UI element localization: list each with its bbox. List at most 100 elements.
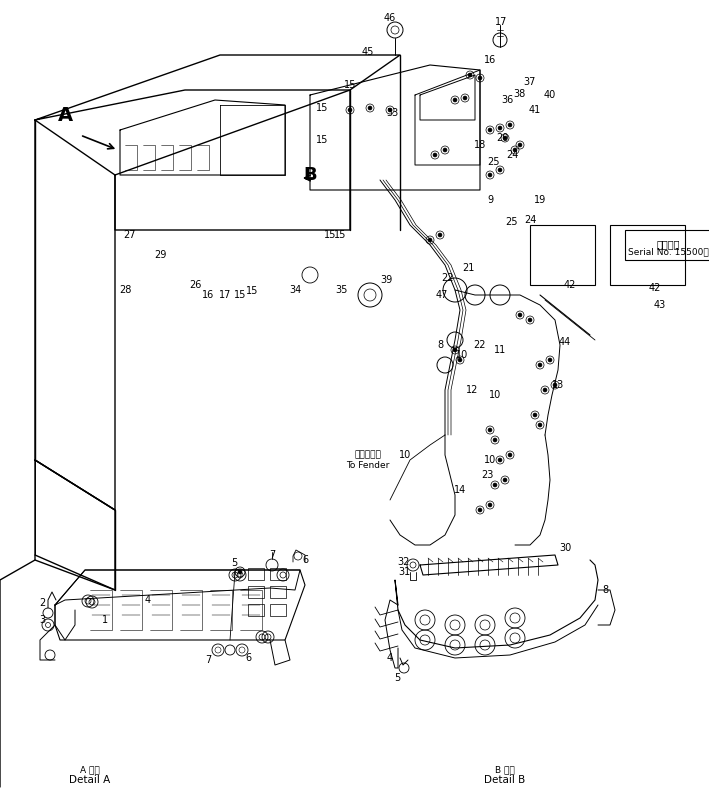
- Text: 20: 20: [496, 133, 508, 143]
- Text: 7: 7: [205, 655, 211, 665]
- Text: 26: 26: [189, 280, 201, 290]
- Text: 40: 40: [544, 90, 556, 100]
- Bar: [530, 225, 595, 285]
- Text: 32: 32: [398, 557, 411, 567]
- Text: 7: 7: [269, 550, 275, 560]
- Circle shape: [493, 438, 497, 442]
- Text: 43: 43: [654, 300, 666, 310]
- Text: 10: 10: [489, 390, 501, 400]
- Text: 14: 14: [454, 485, 466, 495]
- Text: 23: 23: [481, 470, 493, 480]
- Text: 33: 33: [386, 108, 398, 118]
- Text: 45: 45: [362, 47, 374, 57]
- Circle shape: [463, 96, 467, 100]
- Text: 6: 6: [302, 555, 308, 565]
- Text: A: A: [57, 105, 72, 124]
- Text: 17: 17: [219, 290, 231, 300]
- Text: 5: 5: [231, 558, 237, 568]
- Bar: [610, 225, 685, 285]
- Circle shape: [238, 570, 242, 574]
- Text: 29: 29: [154, 250, 166, 260]
- Text: 22: 22: [442, 273, 454, 283]
- Bar: [625, 230, 709, 260]
- Text: A 詳細: A 詳細: [80, 765, 100, 775]
- Text: B: B: [303, 166, 317, 184]
- Text: 12: 12: [466, 385, 478, 395]
- Text: 17: 17: [495, 17, 507, 27]
- Bar: [248, 568, 264, 580]
- Text: 30: 30: [559, 543, 571, 553]
- Text: 9: 9: [487, 195, 493, 205]
- Text: 8: 8: [437, 340, 443, 350]
- Circle shape: [453, 348, 457, 352]
- Text: 15: 15: [234, 290, 246, 300]
- Circle shape: [388, 108, 392, 112]
- Circle shape: [478, 76, 482, 80]
- Text: 31: 31: [398, 567, 410, 577]
- Text: Serial No. 15500～: Serial No. 15500～: [627, 248, 708, 257]
- Circle shape: [438, 233, 442, 237]
- Circle shape: [443, 148, 447, 152]
- Bar: [270, 604, 286, 616]
- Text: 46: 46: [384, 13, 396, 23]
- Circle shape: [503, 478, 507, 482]
- Text: 42: 42: [649, 283, 661, 293]
- Text: 42: 42: [564, 280, 576, 290]
- Circle shape: [543, 388, 547, 392]
- Text: 37: 37: [524, 77, 536, 87]
- Text: 34: 34: [289, 285, 301, 295]
- Text: 15: 15: [334, 230, 346, 240]
- Circle shape: [503, 136, 507, 140]
- Text: 47: 47: [436, 290, 448, 300]
- Text: 11: 11: [494, 345, 506, 355]
- Text: 2: 2: [39, 598, 45, 608]
- Circle shape: [453, 98, 457, 102]
- Circle shape: [493, 483, 497, 487]
- Circle shape: [488, 503, 492, 507]
- Text: 35: 35: [336, 285, 348, 295]
- Text: 3: 3: [39, 615, 45, 625]
- Circle shape: [348, 108, 352, 112]
- Circle shape: [368, 106, 372, 110]
- Text: 10: 10: [456, 350, 468, 360]
- Text: 8: 8: [602, 585, 608, 595]
- Text: 適用号機: 適用号機: [657, 239, 680, 249]
- Circle shape: [553, 383, 557, 387]
- Circle shape: [498, 126, 502, 130]
- Text: 15: 15: [324, 230, 336, 240]
- Text: B 詳細: B 詳細: [495, 765, 515, 775]
- Text: 21: 21: [462, 263, 474, 273]
- Circle shape: [518, 143, 522, 147]
- Bar: [248, 586, 264, 598]
- Text: 5: 5: [394, 673, 400, 683]
- Text: 24: 24: [524, 215, 536, 225]
- Text: Detail A: Detail A: [69, 775, 111, 785]
- Text: 6: 6: [245, 653, 251, 663]
- Text: 1: 1: [102, 615, 108, 625]
- Circle shape: [538, 363, 542, 367]
- Bar: [248, 604, 264, 616]
- Bar: [270, 568, 286, 580]
- Circle shape: [498, 458, 502, 462]
- Text: 15: 15: [316, 103, 328, 113]
- Text: 24: 24: [506, 150, 518, 160]
- Text: 15: 15: [246, 286, 258, 296]
- Circle shape: [528, 318, 532, 322]
- Text: 22: 22: [473, 340, 485, 350]
- Text: 18: 18: [474, 140, 486, 150]
- Text: 44: 44: [559, 337, 571, 347]
- Circle shape: [508, 453, 512, 457]
- Text: 19: 19: [534, 195, 546, 205]
- Bar: [270, 586, 286, 598]
- Text: To Fender: To Fender: [346, 461, 390, 469]
- Text: 16: 16: [202, 290, 214, 300]
- Text: 4: 4: [387, 653, 393, 663]
- Text: 10: 10: [399, 450, 411, 460]
- Text: Detail B: Detail B: [484, 775, 525, 785]
- Text: 4: 4: [145, 595, 151, 605]
- Circle shape: [488, 128, 492, 132]
- Text: 13: 13: [552, 380, 564, 390]
- Text: 41: 41: [529, 105, 541, 115]
- Circle shape: [428, 238, 432, 242]
- Text: 39: 39: [380, 275, 392, 285]
